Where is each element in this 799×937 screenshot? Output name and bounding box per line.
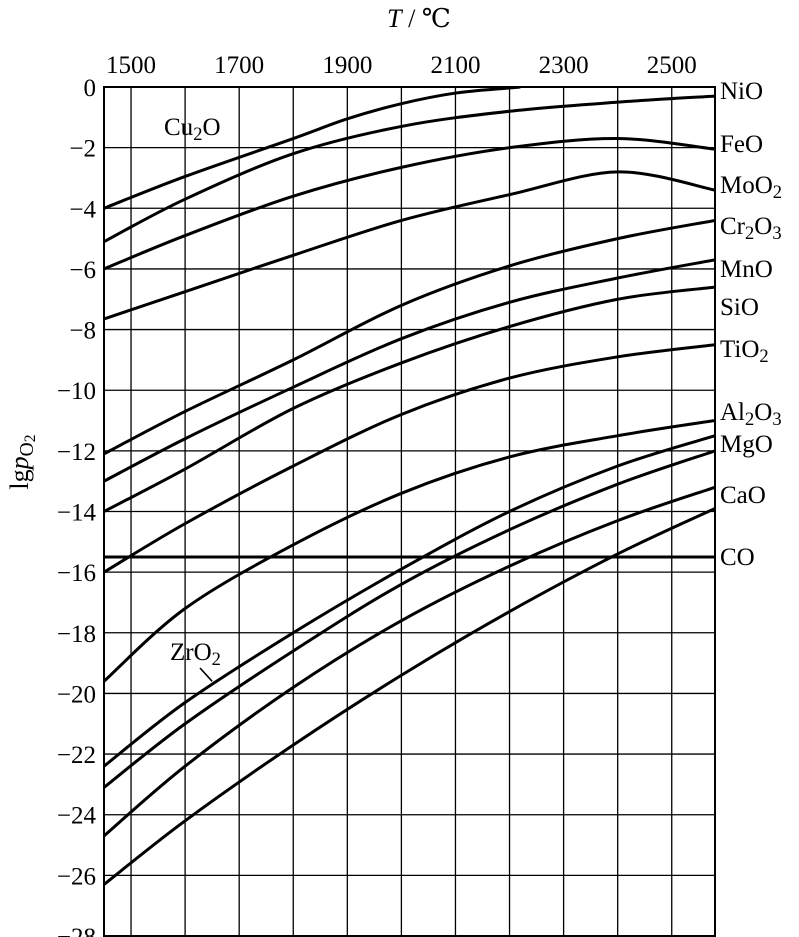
series-line-mgo xyxy=(104,434,715,768)
series-label-al2o3: Al2O3 xyxy=(720,399,782,430)
x-tick-label-2500: 2500 xyxy=(647,52,697,79)
series-label-mno: MnO xyxy=(720,256,773,283)
series-label-cao: CaO xyxy=(720,482,766,509)
y-tick-label--4: −4 xyxy=(69,196,96,223)
series-label-tio2: TiO2 xyxy=(720,336,769,367)
series-line-moo2 xyxy=(104,170,715,321)
x-tick-label-1700: 1700 xyxy=(214,52,264,79)
series-label-nio: NiO xyxy=(720,78,763,105)
series-layer xyxy=(104,87,715,886)
y-tick-label-0: 0 xyxy=(84,75,97,102)
plot-frame xyxy=(103,86,716,937)
annotation-leader-zro2 xyxy=(199,667,213,682)
grid-layer xyxy=(104,86,715,937)
y-tick-label--12: −12 xyxy=(57,439,96,466)
y-tick-label--8: −8 xyxy=(69,318,96,345)
x-tick-label-1900: 1900 xyxy=(322,52,372,79)
series-line-extra xyxy=(104,507,715,886)
y-tick-label--10: −10 xyxy=(57,378,96,405)
series-line-cr2o3 xyxy=(104,218,715,456)
series-label-sio: SiO xyxy=(720,294,759,321)
annotation-zro2: ZrO2 xyxy=(170,639,221,670)
x-tick-label-2300: 2300 xyxy=(539,52,589,79)
y-tick-label--28: −28 xyxy=(57,924,96,937)
y-axis-title: lgpO2 xyxy=(5,434,39,489)
series-line-al2o3 xyxy=(104,419,715,683)
y-tick-label--22: −22 xyxy=(57,742,96,769)
series-line-cao xyxy=(104,485,715,838)
y-tick-label--20: −20 xyxy=(57,681,96,708)
series-label-feo: FeO xyxy=(720,131,763,158)
series-label-moo2: MoO2 xyxy=(720,172,782,203)
y-tick-label--18: −18 xyxy=(57,621,96,648)
series-line-tio2 xyxy=(104,343,715,574)
series-line-sio xyxy=(104,285,715,513)
annotation-cu2o: Cu2O xyxy=(164,114,221,145)
x-axis-title: T / ℃ xyxy=(387,4,451,33)
y-tick-label--24: −24 xyxy=(57,803,97,830)
series-line-zro2 xyxy=(104,449,715,789)
y-tick-label--26: −26 xyxy=(57,863,96,890)
y-tick-label--16: −16 xyxy=(57,560,96,587)
y-tick-label--2: −2 xyxy=(69,136,96,163)
series-label-cr2o3: Cr2O3 xyxy=(720,213,782,244)
series-label-co: CO xyxy=(720,544,755,571)
series-line-cu2o xyxy=(104,87,521,210)
x-tick-label-1500: 1500 xyxy=(106,52,156,79)
y-tick-label--14: −14 xyxy=(57,500,97,527)
series-line-nio xyxy=(104,94,715,243)
series-line-mno xyxy=(104,258,715,483)
x-tick-label-2100: 2100 xyxy=(430,52,480,79)
y-tick-label--6: −6 xyxy=(69,257,96,284)
series-line-feo xyxy=(104,137,715,271)
series-label-mgo: MgO xyxy=(720,431,773,458)
tick-label-layer: 1500 1700 1900 2100 2300 2500 0 −2 −4 −6 −8 −10 −12 −… xyxy=(57,52,697,937)
